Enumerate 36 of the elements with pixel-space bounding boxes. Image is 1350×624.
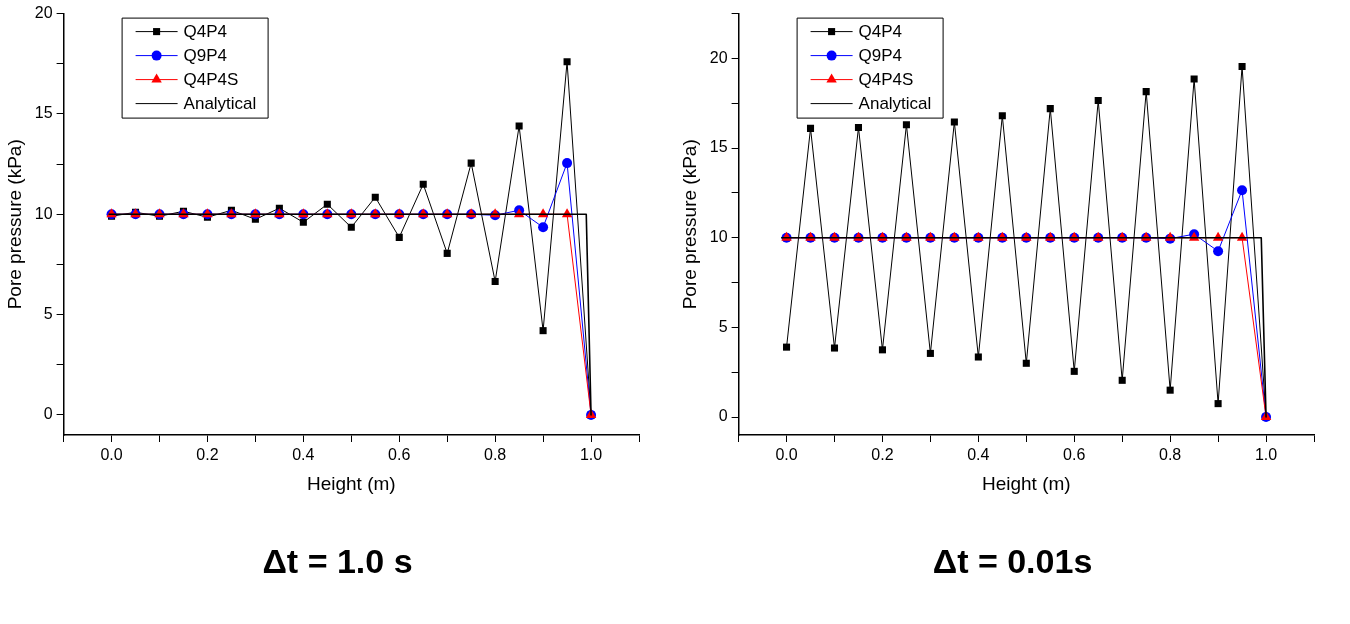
legend-label: Q4P4S [858,70,914,90]
legend-label: Analytical [858,94,932,114]
x-axis-title: Height (m) [981,472,1071,494]
y-tick-label: 15 [709,138,728,156]
x-tick-label: 0.0 [100,446,123,464]
y-tick-label: 10 [709,228,728,246]
x-tick-label: 0.0 [775,446,798,464]
y-axis-title: Pore pressure (kPa) [3,139,25,310]
x-tick-label: 1.0 [1254,446,1278,464]
x-tick-label: 1.0 [579,446,603,464]
x-tick-label: 0.8 [484,446,507,464]
x-tick-label: 0.4 [292,446,315,464]
y-tick-label: 5 [718,317,728,335]
y-tick-label: 15 [34,104,53,122]
x-tick-label: 0.4 [967,446,990,464]
legend-label: Q9P4 [183,46,228,66]
text: Δt = 1.0 s [261,542,414,581]
x-tick-label: 0.8 [1159,446,1182,464]
x-tick-label: 0.6 [1063,446,1086,464]
y-tick-label: 10 [34,204,53,222]
x-tick-label: 0.6 [388,446,411,464]
text: Δt = 0.01s [931,542,1094,581]
y-tick-label: 20 [709,48,728,66]
legend-label: Q4P4 [858,22,903,42]
legend-label: Q9P4 [858,46,903,66]
y-tick-label: 20 [34,4,53,22]
x-tick-label: 0.2 [871,446,894,464]
legend-label: Q4P4 [183,22,228,42]
legend-label: Q4P4S [183,70,239,90]
legend-label: Analytical [183,94,257,114]
x-axis-title: Height (m) [306,472,396,494]
y-tick-label: 0 [43,405,53,423]
x-tick-label: 0.2 [196,446,219,464]
y-tick-label: 0 [718,407,728,425]
y-axis-title: Pore pressure (kPa) [678,139,700,310]
y-tick-label: 5 [43,305,53,323]
